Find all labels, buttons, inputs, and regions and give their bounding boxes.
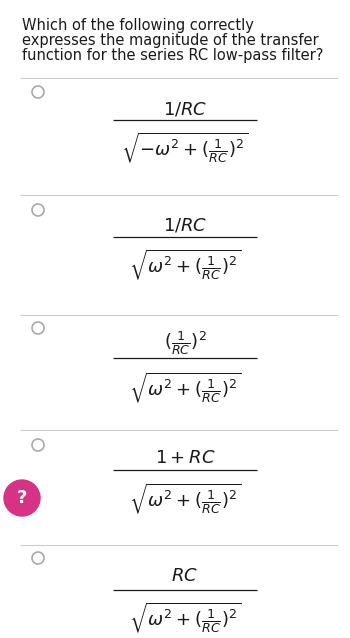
- Text: expresses the magnitude of the transfer: expresses the magnitude of the transfer: [22, 33, 318, 48]
- Text: $\sqrt{\omega^2+(\frac{1}{RC})^2}$: $\sqrt{\omega^2+(\frac{1}{RC})^2}$: [129, 482, 241, 516]
- Text: $\sqrt{\omega^2+(\frac{1}{RC})^2}$: $\sqrt{\omega^2+(\frac{1}{RC})^2}$: [129, 248, 241, 283]
- Text: $(\frac{1}{RC})^2$: $(\frac{1}{RC})^2$: [163, 329, 206, 357]
- Text: $\sqrt{\omega^2+(\frac{1}{RC})^2}$: $\sqrt{\omega^2+(\frac{1}{RC})^2}$: [129, 600, 241, 635]
- Text: $RC$: $RC$: [172, 567, 198, 585]
- Text: $\sqrt{-\omega^2+(\frac{1}{RC})^2}$: $\sqrt{-\omega^2+(\frac{1}{RC})^2}$: [121, 131, 248, 165]
- Text: $\sqrt{\omega^2+(\frac{1}{RC})^2}$: $\sqrt{\omega^2+(\frac{1}{RC})^2}$: [129, 371, 241, 405]
- Circle shape: [4, 480, 40, 516]
- Text: function for the series RC low-pass filter?: function for the series RC low-pass filt…: [22, 48, 323, 63]
- Text: Which of the following correctly: Which of the following correctly: [22, 18, 254, 33]
- Text: ?: ?: [17, 489, 27, 507]
- Text: $1/RC$: $1/RC$: [163, 216, 207, 234]
- Text: $1+RC$: $1+RC$: [155, 449, 215, 467]
- Text: $1/RC$: $1/RC$: [163, 100, 207, 118]
